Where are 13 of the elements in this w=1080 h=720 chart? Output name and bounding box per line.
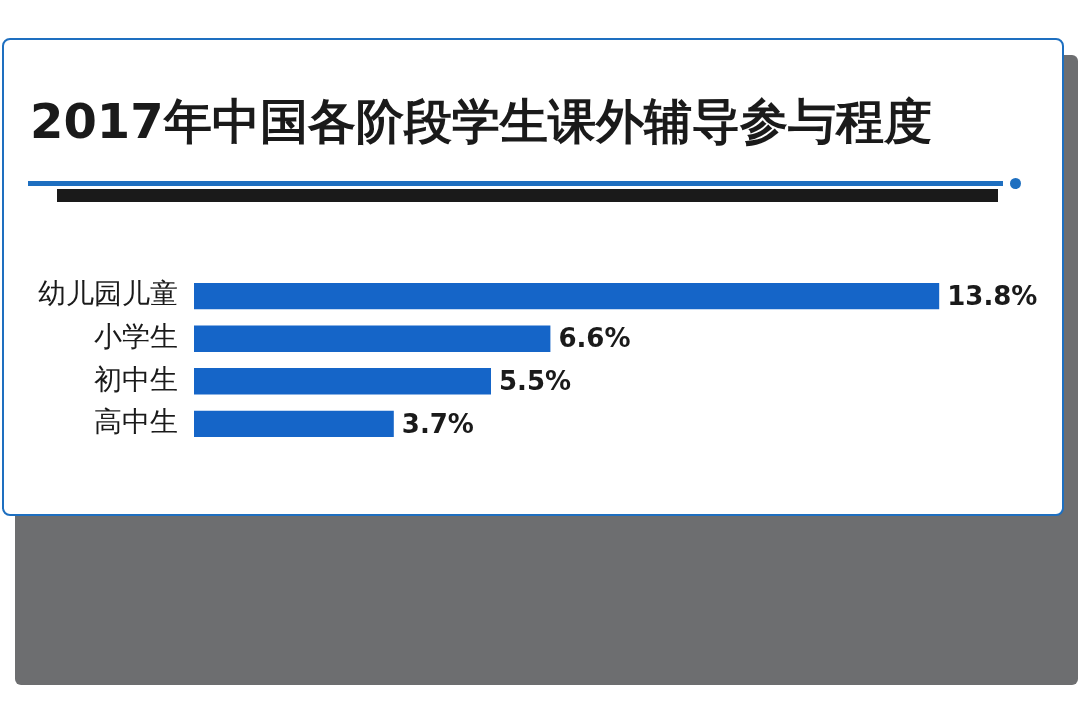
data-label: 3.7% bbox=[401, 408, 474, 439]
data-label: 13.8% bbox=[947, 280, 1038, 311]
y-tick-label: 高中生 bbox=[94, 405, 178, 439]
y-tick-label: 小学生 bbox=[94, 319, 178, 353]
chart-title: 2017年中国各阶段学生课外辅导参与程度 bbox=[30, 92, 932, 151]
data-label: 5.5% bbox=[499, 366, 572, 397]
bar bbox=[194, 410, 394, 438]
bar bbox=[194, 282, 940, 310]
y-tick-label: 初中生 bbox=[94, 362, 178, 396]
bar bbox=[194, 368, 491, 395]
bar bbox=[194, 325, 551, 352]
y-tick-label: 幼儿园儿童 bbox=[38, 277, 178, 311]
data-label: 6.6% bbox=[558, 323, 631, 354]
